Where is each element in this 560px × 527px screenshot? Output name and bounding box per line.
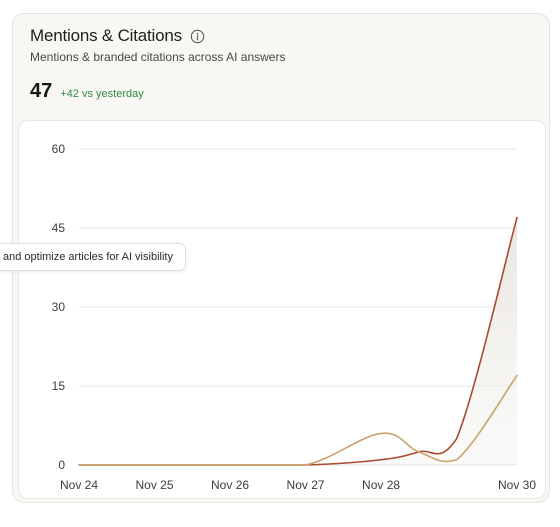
y-tick-label: 30 bbox=[52, 300, 66, 314]
card-header: Mentions & Citations bbox=[30, 26, 205, 46]
mentions-line-chart[interactable]: 0 15 30 45 60 Nov 24 Nov 25 Nov 26 Nov 27 Nov 28… bbox=[19, 121, 545, 498]
metric-row: 47 +42 vs yesterday bbox=[30, 80, 144, 103]
y-tick-label: 15 bbox=[52, 379, 66, 393]
info-circle-icon[interactable] bbox=[190, 29, 205, 44]
y-tick-label: 0 bbox=[58, 458, 65, 472]
y-tick-label: 45 bbox=[52, 221, 66, 235]
x-tick-label: Nov 26 bbox=[211, 478, 249, 492]
tooltip-text: and optimize articles for AI visibility bbox=[3, 251, 173, 263]
metric-value: 47 bbox=[30, 80, 53, 102]
card-title: Mentions & Citations bbox=[30, 26, 182, 45]
card-subtitle: Mentions & branded citations across AI a… bbox=[30, 50, 286, 64]
chart-panel: 0 15 30 45 60 Nov 24 Nov 25 Nov 26 Nov 27 Nov 28… bbox=[18, 120, 546, 499]
x-tick-label: Nov 30 bbox=[498, 478, 536, 492]
x-tick-label: Nov 25 bbox=[136, 478, 174, 492]
y-tick-label: 60 bbox=[52, 142, 66, 156]
series-1-line[interactable] bbox=[78, 374, 518, 466]
tooltip: and optimize articles for AI visibility bbox=[0, 243, 186, 271]
x-tick-label: Nov 24 bbox=[60, 478, 98, 492]
metric-delta: +42 vs yesterday bbox=[60, 88, 144, 100]
x-tick-label: Nov 27 bbox=[287, 478, 325, 492]
x-tick-label: Nov 28 bbox=[362, 478, 400, 492]
mentions-citations-card: Mentions & Citations Mentions & branded … bbox=[12, 13, 550, 503]
